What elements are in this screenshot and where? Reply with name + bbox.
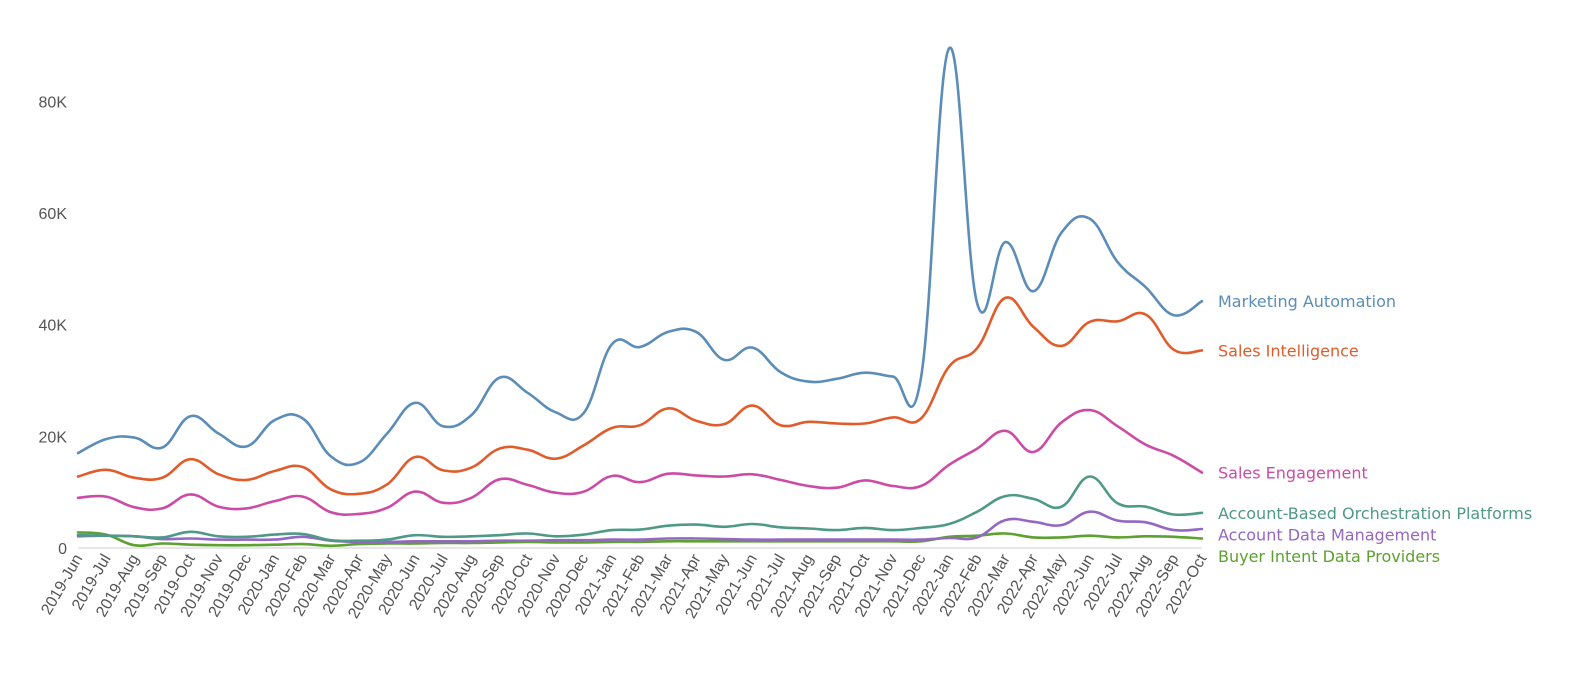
- series-line: [76, 46, 1204, 467]
- y-axis: 0 20K 40K 60K 80K: [39, 94, 1202, 558]
- x-axis: 2019-Jun2019-Jul2019-Aug2019-Sep2019-Oct…: [38, 551, 1210, 622]
- series-label: Buyer Intent Data Providers: [1218, 547, 1440, 566]
- series-label: Account-Based Orchestration Platforms: [1218, 504, 1532, 523]
- series-line: [76, 475, 1204, 543]
- y-tick-label: 20K: [39, 429, 68, 446]
- y-tick-label: 0: [58, 541, 67, 558]
- series-lines: [76, 46, 1204, 548]
- series-label: Account Data Management: [1218, 525, 1436, 544]
- y-tick-label: 60K: [39, 206, 68, 223]
- series-line: [76, 408, 1204, 517]
- series-line: [76, 510, 1204, 544]
- series-line: [76, 531, 1204, 548]
- series-line: [76, 296, 1204, 496]
- series-labels: Marketing Automation Sales Intelligence Sa…: [1218, 292, 1532, 566]
- y-tick-label: 80K: [39, 94, 68, 111]
- series-label: Marketing Automation: [1218, 292, 1396, 311]
- y-tick-label: 40K: [39, 318, 68, 335]
- series-label: Sales Engagement: [1218, 464, 1368, 483]
- series-label: Sales Intelligence: [1218, 341, 1359, 360]
